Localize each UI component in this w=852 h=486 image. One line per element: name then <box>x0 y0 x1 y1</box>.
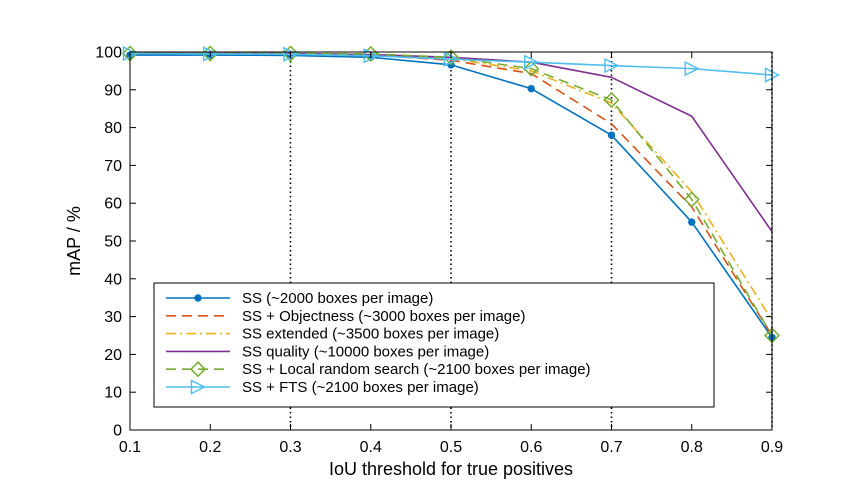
legend: SS (~2000 boxes per image)SS + Objectnes… <box>153 282 715 408</box>
data-point <box>603 91 620 109</box>
y-axis-title: mAP / % <box>64 206 84 276</box>
legend-box <box>153 282 715 408</box>
data-point <box>442 49 460 66</box>
x-tick-label: 0.7 <box>600 439 622 456</box>
y-tick-label: 100 <box>95 45 122 62</box>
legend-label: SS extended (~3500 boxes per image) <box>242 326 499 343</box>
legend-label: SS (~2000 boxes per image) <box>242 290 433 307</box>
legend-label: SS quality (~10000 boxes per image) <box>242 343 489 360</box>
data-point <box>683 191 700 208</box>
x-tick-label: 0.8 <box>681 439 703 456</box>
x-tick-label: 0.3 <box>279 439 301 456</box>
series-2 <box>130 52 773 336</box>
y-tick-label: 30 <box>104 309 122 326</box>
series-line <box>130 52 773 336</box>
x-tick-label: 0.5 <box>440 439 462 456</box>
data-point <box>524 54 540 70</box>
data-point <box>527 84 535 93</box>
data-point <box>604 57 620 74</box>
y-tick-label: 60 <box>104 196 122 213</box>
y-tick-label: 80 <box>104 120 122 137</box>
x-tick-label: 0.1 <box>119 439 141 456</box>
x-tick-label: 0.2 <box>199 439 221 456</box>
y-tick-label: 50 <box>104 234 122 251</box>
legend-marker <box>189 361 207 378</box>
data-point <box>684 60 700 77</box>
legend-marker <box>190 379 207 395</box>
x-axis-title: IoU threshold for true positives <box>329 459 573 479</box>
y-tick-label: 70 <box>104 158 122 175</box>
legend-label: SS + Objectness (~3000 boxes per image) <box>242 308 526 325</box>
y-tick-label: 90 <box>104 82 122 99</box>
y-tick-label: 10 <box>104 385 122 402</box>
data-point <box>523 60 540 77</box>
ticks-layer: 0.1 0.2 0.3 0.4 0.5 0.6 0.7 0.8 0.9 0 10 20 30 40 50 60… <box>95 45 783 457</box>
data-point <box>688 218 696 226</box>
legend-label: SS + FTS (~2100 boxes per image) <box>242 379 479 396</box>
x-tick-label: 0.6 <box>520 439 542 456</box>
x-tick-label: 0.9 <box>761 439 783 456</box>
x-tick-label: 0.4 <box>360 439 382 456</box>
series-6 <box>122 45 781 83</box>
data-point <box>282 45 299 62</box>
series-line <box>129 52 773 76</box>
y-tick-label: 0 <box>113 423 122 440</box>
legend-marker <box>194 294 202 302</box>
data-point <box>607 131 616 139</box>
y-tick-label: 40 <box>104 271 122 288</box>
data-point <box>202 45 219 62</box>
y-tick-label: 20 <box>104 347 122 364</box>
legend-label: SS + Local random search (~2100 boxes pe… <box>242 361 591 378</box>
